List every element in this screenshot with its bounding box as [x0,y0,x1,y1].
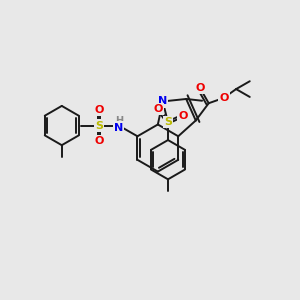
Text: H: H [115,116,123,126]
Text: O: O [94,105,104,115]
Text: O: O [153,104,163,114]
Text: O: O [195,83,205,93]
Text: S: S [164,117,172,128]
Text: N: N [114,122,123,133]
Text: O: O [219,93,228,103]
Text: O: O [178,111,188,121]
Text: S: S [95,121,103,130]
Text: O: O [94,136,104,146]
Text: N: N [158,96,167,106]
